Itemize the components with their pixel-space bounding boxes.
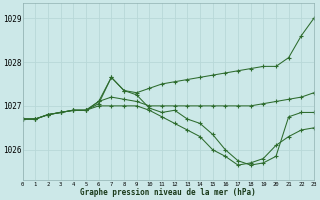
X-axis label: Graphe pression niveau de la mer (hPa): Graphe pression niveau de la mer (hPa): [80, 188, 256, 197]
